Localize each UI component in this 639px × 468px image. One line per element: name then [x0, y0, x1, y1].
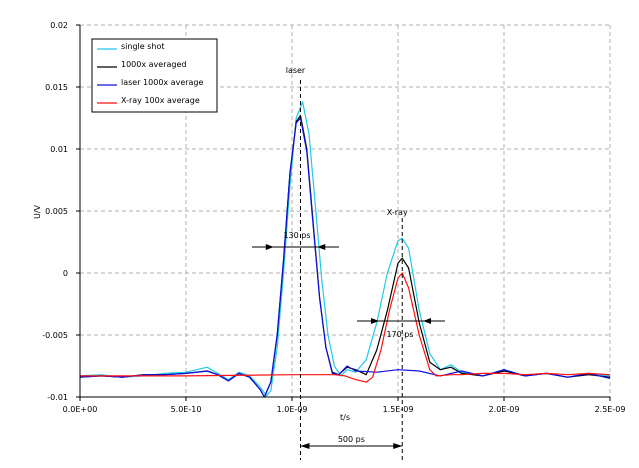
legend-label: 1000x averaged: [121, 60, 186, 69]
xray-fwhm-arrow-arrowhead: [371, 318, 379, 324]
y-axis-label: U/V: [33, 204, 42, 219]
series-line-x-ray-100x-average: [80, 272, 611, 383]
xray-fwhm-arrow-arrowhead: [423, 318, 431, 324]
separation-arrow-arrowhead: [393, 443, 403, 449]
y-tick-label: -0.01: [47, 393, 68, 402]
laser-fwhm-arrow-arrowhead: [317, 244, 326, 250]
legend-label: single shot: [121, 42, 165, 51]
y-tick-label: 0.02: [50, 21, 68, 30]
series-group: [79, 101, 611, 398]
x-axis-label: t/s: [340, 413, 350, 422]
ticks: 0.0E+00 5.0E-10 1.0E-09 1.5E-09 2.0E-09 2.5E-…: [42, 21, 625, 414]
x-tick-label: 1.0E-09: [277, 405, 308, 414]
y-tick-label: 0.015: [45, 83, 68, 92]
legend-label: X-ray 100x average: [121, 96, 200, 105]
separation-arrow-arrowhead: [300, 443, 310, 449]
legend: single shot 1000x averaged laser 1000x ave…: [91, 38, 218, 113]
annotations: laser X-ray 130 ps 170 ps 500 ps: [252, 66, 445, 460]
legend-box: [91, 38, 218, 113]
series-line-single-shot: [79, 101, 611, 397]
x-tick-label: 2.0E-09: [489, 405, 520, 414]
legend-label: laser 1000x average: [121, 78, 204, 87]
series-line-laser-1000x-average: [79, 117, 611, 398]
y-tick-label: 0.005: [45, 207, 68, 216]
separation-label: 500 ps: [338, 435, 365, 444]
y-tick-label: 0.01: [50, 145, 68, 154]
xray-fwhm-label: 170 ps: [386, 330, 413, 339]
x-tick-label: 5.0E-10: [171, 405, 202, 414]
series-line-1000x-averaged: [79, 114, 611, 398]
laser-fwhm-label: 130 ps: [283, 231, 310, 240]
laser-fwhm-arrow-arrowhead: [265, 244, 274, 250]
x-tick-label: 2.5E-09: [595, 405, 626, 414]
y-tick-label: -0.005: [42, 331, 68, 340]
x-tick-label: 1.5E-09: [383, 405, 414, 414]
y-tick-label: 0: [63, 269, 68, 278]
laser-label: laser: [286, 66, 306, 75]
x-tick-label: 0.0E+00: [63, 405, 98, 414]
xray-label: X-ray: [387, 208, 408, 217]
